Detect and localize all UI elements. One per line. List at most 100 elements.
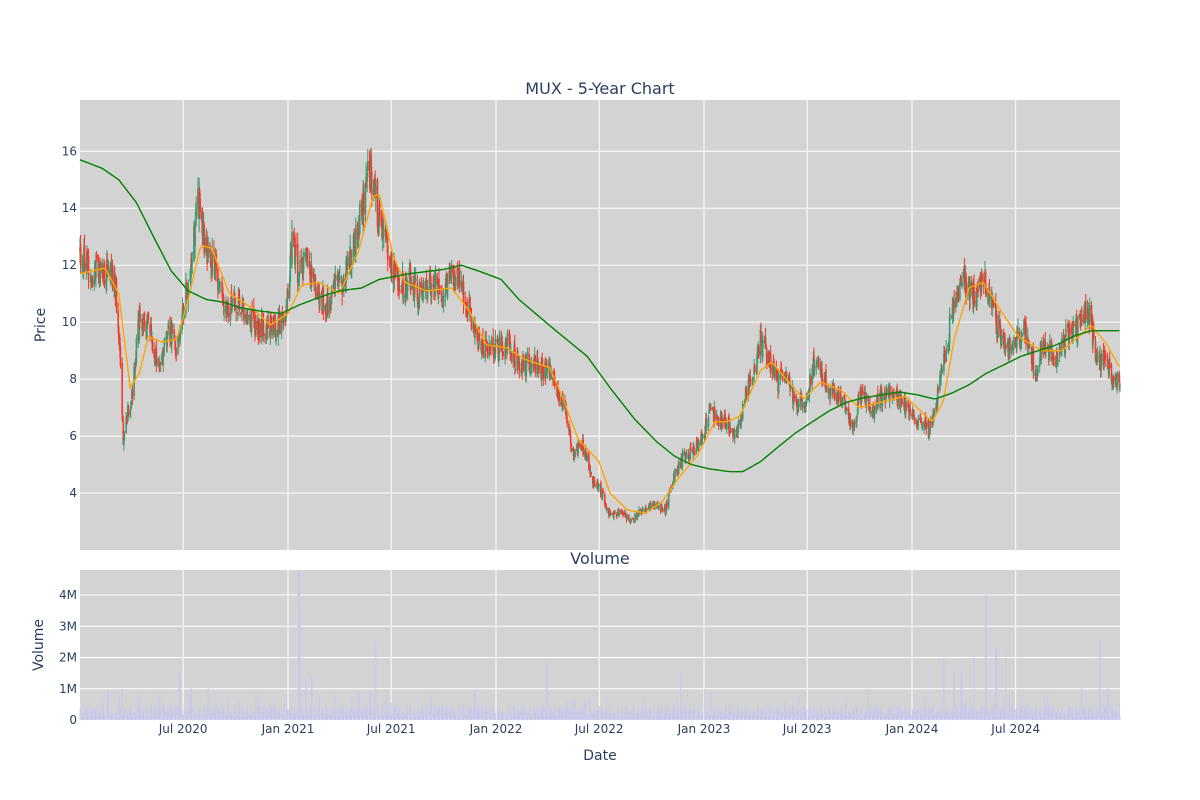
- candle-body: [134, 361, 137, 373]
- candle-body: [658, 505, 660, 508]
- candle-body: [761, 339, 764, 359]
- volume-bar: [433, 709, 435, 720]
- volume-bar: [1095, 713, 1096, 720]
- volume-bar: [355, 701, 357, 720]
- volume-bar: [598, 708, 600, 720]
- volume-bar: [816, 713, 818, 720]
- volume-bar: [1015, 707, 1017, 720]
- volume-bar: [846, 716, 847, 720]
- candle-body: [193, 225, 195, 262]
- candle-body: [749, 379, 752, 382]
- candle-body: [674, 469, 676, 479]
- volume-bar: [725, 707, 727, 720]
- volume-bar: [1081, 688, 1083, 720]
- volume-bar: [135, 715, 137, 720]
- volume-bar: [757, 708, 759, 720]
- volume-bar: [920, 709, 921, 720]
- volume-bar: [261, 714, 263, 720]
- candle-body: [568, 430, 571, 432]
- candle-body: [708, 410, 710, 415]
- volume-bar: [937, 711, 939, 720]
- candle-body: [386, 245, 389, 260]
- volume-bar: [681, 702, 683, 720]
- volume-bar: [1027, 705, 1029, 720]
- volume-bar: [581, 707, 582, 720]
- candle-body: [536, 357, 539, 365]
- volume-bar: [819, 711, 821, 720]
- volume-bar: [130, 705, 132, 720]
- volume-bar: [836, 710, 838, 720]
- volume-bar: [1068, 705, 1070, 720]
- candle-body: [1036, 372, 1039, 376]
- volume-bar: [1080, 688, 1082, 720]
- volume-bar: [166, 714, 168, 720]
- candle-body: [512, 356, 515, 364]
- volume-bar: [638, 713, 640, 720]
- volume-bar: [277, 710, 279, 720]
- candle-body: [490, 339, 493, 348]
- volume-bar: [633, 708, 635, 720]
- candle-body: [1008, 337, 1010, 359]
- volume-bar: [741, 714, 743, 720]
- volume-bar: [250, 714, 252, 720]
- volume-bar: [138, 708, 140, 720]
- volume-bar: [398, 707, 400, 720]
- candle-body: [361, 216, 364, 223]
- candle-body: [780, 368, 783, 371]
- candle-body: [259, 322, 261, 337]
- candle-body: [799, 396, 802, 407]
- volume-bar: [823, 711, 825, 720]
- candle-body: [97, 255, 100, 273]
- volume-bar: [266, 715, 268, 720]
- volume-bar: [816, 710, 818, 720]
- candle-body: [510, 349, 512, 355]
- volume-bar: [436, 706, 438, 720]
- volume-bar: [987, 713, 989, 720]
- volume-bar: [107, 691, 109, 720]
- volume-bar: [1029, 706, 1031, 720]
- volume-bar: [556, 706, 558, 720]
- volume-bar: [485, 708, 487, 720]
- volume-bar: [330, 713, 332, 720]
- volume-bar: [988, 712, 990, 720]
- candle-body: [1017, 328, 1019, 334]
- volume-bar: [449, 715, 451, 720]
- volume-bar: [746, 707, 748, 720]
- volume-bar: [574, 711, 576, 720]
- candle-body: [682, 452, 684, 456]
- volume-bar: [598, 705, 600, 720]
- candle-body: [788, 376, 790, 381]
- volume-bar: [509, 705, 511, 720]
- volume-bar: [904, 713, 906, 720]
- volume-bar: [680, 673, 682, 720]
- volume-bar: [853, 712, 855, 720]
- volume-bar: [1087, 712, 1089, 720]
- volume-bar: [1043, 711, 1045, 720]
- candle-body: [873, 408, 876, 418]
- candle-body: [296, 243, 299, 283]
- volume-bar: [493, 714, 495, 720]
- volume-bar: [901, 711, 903, 720]
- volume-bar: [640, 715, 642, 720]
- volume-bar: [333, 709, 335, 720]
- volume-bar: [338, 709, 340, 720]
- volume-bar: [427, 710, 429, 720]
- volume-y-tick-label: 3M: [59, 619, 77, 633]
- candle-body: [899, 399, 902, 409]
- volume-bar: [589, 705, 591, 720]
- volume-bar: [501, 715, 503, 720]
- volume-bar: [203, 706, 205, 720]
- candle-body: [915, 423, 918, 426]
- volume-bar: [737, 714, 739, 720]
- volume-bar: [600, 707, 602, 720]
- candle-body: [446, 273, 449, 299]
- volume-bar: [142, 711, 144, 720]
- volume-bar: [738, 712, 740, 720]
- volume-bar: [1091, 713, 1092, 720]
- candle-body: [546, 367, 549, 372]
- volume-bar: [936, 712, 937, 720]
- volume-bar: [313, 705, 315, 720]
- volume-bar: [422, 705, 423, 720]
- candle-body: [418, 281, 421, 298]
- candle-body: [294, 246, 297, 264]
